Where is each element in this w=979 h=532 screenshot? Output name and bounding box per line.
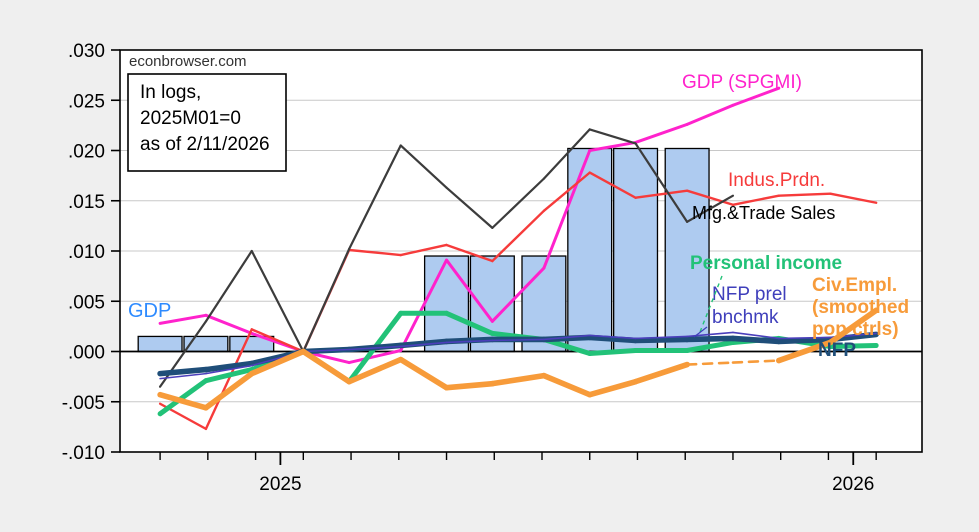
series-0 xyxy=(158,86,781,365)
x-tick-label: 2025 xyxy=(259,474,301,495)
label-civ-empl-line3: pop ctrls) xyxy=(812,319,899,340)
label-mfg-trade-sales: Mfg.&Trade Sales xyxy=(692,203,835,223)
y-tick-label: .015 xyxy=(68,192,105,213)
y-tick-label: -.005 xyxy=(62,393,105,414)
y-tick-label: .000 xyxy=(68,343,105,364)
gdp-bar xyxy=(567,147,613,353)
note-box: In logs, 2025M01=0 as of 2/11/2026 xyxy=(127,73,287,172)
x-tick-label: 2026 xyxy=(832,474,874,495)
y-tick-label: .025 xyxy=(68,91,105,112)
y-tick-label: .005 xyxy=(68,292,105,313)
watermark-text: econbrowser.com xyxy=(129,53,247,70)
y-tick-label: .020 xyxy=(68,142,105,163)
gdp-bar xyxy=(613,147,659,353)
note-box-line-3: as of 2/11/2026 xyxy=(140,134,270,155)
gdp-bar xyxy=(664,147,710,353)
y-tick-label: -.010 xyxy=(62,443,105,464)
leader-line-personal-income xyxy=(699,275,723,333)
label-gdp-bars: GDP xyxy=(128,300,171,322)
label-nfp-prel-bnchmk-line1: NFP prel xyxy=(712,284,787,305)
leader-lines xyxy=(693,275,723,338)
label-civ-empl-line1: Civ.Empl. xyxy=(812,275,897,296)
y-axis-ticks: .030 .025 .020 .015 .010 .005 .000 -.005 -.010 xyxy=(62,41,120,464)
label-gdp-spgmi: GDP (SPGMI) xyxy=(682,72,802,93)
series-2 xyxy=(159,128,735,388)
y-tick-label: .010 xyxy=(68,242,105,263)
gdp-bar xyxy=(137,335,183,353)
label-civ-empl-line2: (smoothed xyxy=(812,297,909,318)
note-box-line-1: In logs, xyxy=(140,82,201,103)
series-5 xyxy=(159,331,877,380)
note-box-line-2: 2025M01=0 xyxy=(140,108,241,129)
series-lines xyxy=(157,86,879,431)
leader-line-nfp-prel xyxy=(693,326,708,338)
y-tick-label: .030 xyxy=(68,41,105,62)
x-axis-ticks: 2025 2026 xyxy=(159,452,877,495)
label-nfp: NFP xyxy=(818,340,856,361)
gdp-bar xyxy=(423,255,470,353)
series-6 xyxy=(157,307,879,411)
label-nfp-prel-bnchmk-line2: bnchmk xyxy=(712,307,779,328)
series-annotations: GDP (SPGMI) Indus.Prdn. Mfg.&Trade Sales… xyxy=(128,72,909,361)
label-indus-prdn: Indus.Prdn. xyxy=(728,170,825,191)
note-box-frame xyxy=(127,73,287,172)
label-personal-income: Personal income xyxy=(690,253,842,274)
